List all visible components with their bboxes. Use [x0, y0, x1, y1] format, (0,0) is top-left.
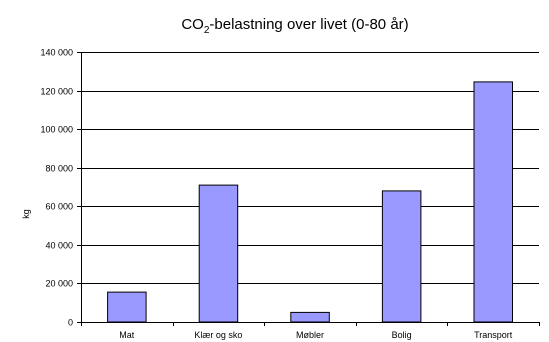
y-tick-label: 20 000: [45, 279, 73, 289]
y-tick-label: 120 000: [40, 87, 73, 97]
x-tick-label: Bolig: [392, 330, 412, 340]
bar-klær-og-sko: [198, 184, 239, 323]
bars: [107, 81, 513, 323]
y-axis-label: kg: [21, 209, 31, 219]
chart-title-prefix: CO: [181, 16, 204, 33]
x-tick-label: Klær og sko: [194, 330, 242, 340]
bar-bolig: [381, 190, 422, 323]
x-tick-label: Møbler: [296, 330, 324, 340]
x-tick-label: Transport: [474, 330, 513, 340]
x-tick-label: Mat: [119, 330, 135, 340]
bar-transport: [473, 81, 513, 323]
chart-title-suffix: -belastning over livet (0-80 år): [209, 16, 408, 33]
chart-title: CO2-belastning over livet (0-80 år): [181, 16, 408, 36]
bar-mat: [107, 291, 147, 323]
y-tick-label: 80 000: [45, 164, 73, 174]
y-tick-label: 60 000: [45, 202, 73, 212]
y-tick-labels: 0 20 000 40 000 60 000 80 000 100 000 120 000 1…: [40, 48, 73, 328]
bar-møbler: [290, 311, 330, 323]
chart-title-subscript: 2: [204, 25, 210, 36]
axes: [77, 52, 540, 326]
x-tick-labels: Mat Klær og sko Møbler Bolig Transport: [119, 330, 512, 340]
grid-lines: [81, 52, 539, 284]
y-tick-label: 100 000: [40, 125, 73, 135]
y-tick-label: 140 000: [40, 48, 73, 58]
y-tick-label: 0: [68, 318, 73, 328]
y-tick-label: 40 000: [45, 241, 73, 251]
